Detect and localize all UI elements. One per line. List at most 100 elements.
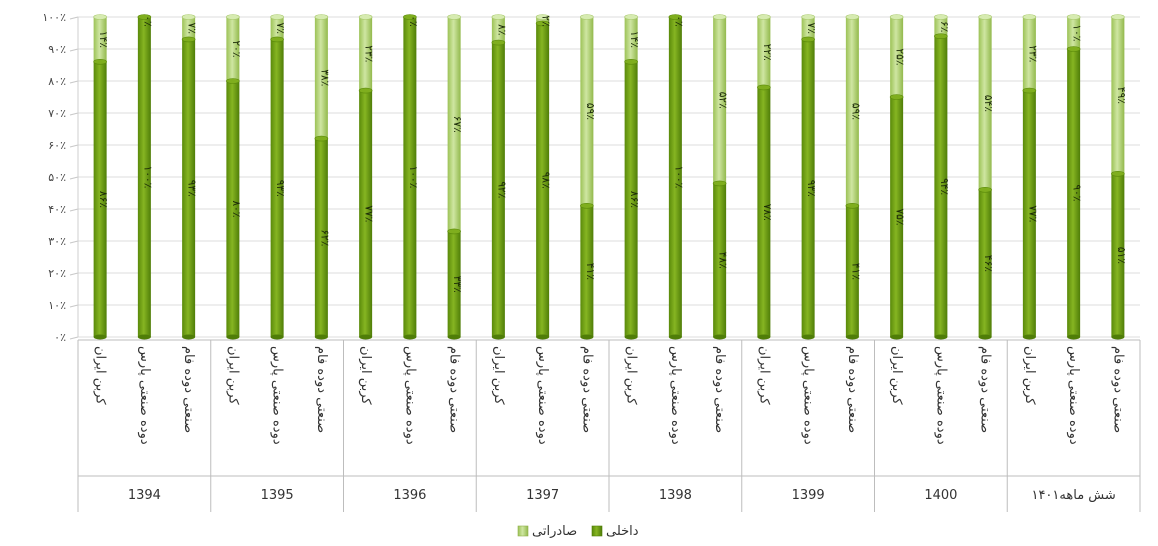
data-label-domestic: ۷۵٪ xyxy=(894,209,906,226)
data-label-export: ۵۹٪ xyxy=(849,103,861,120)
bar-export xyxy=(757,17,771,88)
x-group-label: 1400 xyxy=(924,488,957,503)
bar-export xyxy=(845,17,859,206)
x-category-label: کربن ایران xyxy=(1022,346,1037,405)
data-label-domestic: ۹۳٪ xyxy=(805,180,817,197)
bar-base xyxy=(757,334,771,340)
x-category-label: کربن ایران xyxy=(93,346,108,405)
bar-domestic-cap xyxy=(181,36,196,43)
x-category-label: صنعتی دوده فام xyxy=(712,346,727,433)
bar-base xyxy=(713,334,727,340)
gridline-depth xyxy=(69,208,79,212)
data-label-domestic: ۹۴٪ xyxy=(938,178,950,195)
bar-export xyxy=(890,17,904,97)
bar-export-cap xyxy=(447,14,461,20)
data-label-export: ۵۲٪ xyxy=(717,92,729,109)
bar-domestic-cap xyxy=(978,187,992,193)
data-label-export: ۱۴٪ xyxy=(97,31,109,48)
bar-domestic-cap xyxy=(447,228,461,235)
data-label-export: ۲۳٪ xyxy=(363,45,375,62)
x-category-label: دوده صنعتی پارس xyxy=(668,346,683,445)
x-group-label: 1399 xyxy=(792,488,825,503)
bar-domestic xyxy=(1111,173,1125,337)
bar-base xyxy=(845,334,859,340)
gridline-depth xyxy=(69,16,79,20)
bar-base xyxy=(978,334,992,340)
bar-base xyxy=(624,334,638,340)
bar-domestic-cap xyxy=(358,87,373,94)
data-label-domestic: ۶۲٪ xyxy=(318,229,330,246)
bar-export-cap xyxy=(93,14,107,20)
y-axis: ۰٪ ۱۰٪ ۲۰٪ ۳۰٪ ۴۰٪ ۵۰٪ ۶۰٪ ۷۰٪ ۸۰٪ ۹۰٪ ۱۰۰٪ xyxy=(42,11,79,344)
data-label-domestic: ۹۲٪ xyxy=(495,181,507,198)
x-group-label: شش ماهه۱۴۰۱ xyxy=(1031,488,1115,503)
data-label-export: ۷٪ xyxy=(805,23,817,34)
bar-export-cap xyxy=(889,14,904,20)
x-category-label: کربن ایران xyxy=(491,346,506,405)
x-group-label: 1398 xyxy=(659,488,692,503)
bar-base xyxy=(668,334,682,340)
bar-base xyxy=(137,334,151,340)
bar-domestic xyxy=(359,90,373,337)
x-category-label: دوده صنعتی پارس xyxy=(137,346,152,445)
bar-domestic-cap xyxy=(580,203,594,209)
bar-export xyxy=(1111,17,1125,174)
bar-base xyxy=(359,334,373,340)
bar-export-cap xyxy=(1111,14,1125,20)
data-label-domestic: ۷۷٪ xyxy=(1026,205,1038,222)
data-label-export: ۰٪ xyxy=(407,15,419,26)
bar-export-cap xyxy=(978,14,992,20)
bar-domestic xyxy=(270,39,284,338)
bar-domestic xyxy=(1022,90,1036,337)
legend-swatch-domestic xyxy=(591,525,603,537)
bar-domestic-cap xyxy=(314,135,329,142)
legend: صادراتی داخلی xyxy=(517,524,639,539)
data-label-domestic: ۷۸٪ xyxy=(761,204,773,221)
bar-export-cap xyxy=(491,14,506,20)
data-label-export: ۲۳٪ xyxy=(1026,45,1038,62)
bar-domestic xyxy=(93,61,107,338)
bar-export-cap xyxy=(1066,14,1081,20)
data-label-domestic: ۴۱٪ xyxy=(849,263,861,280)
y-tick-label: ۶۰٪ xyxy=(48,139,66,152)
bar-base xyxy=(1111,334,1125,340)
bar-export xyxy=(1067,17,1081,49)
bar-domestic-cap xyxy=(801,36,815,43)
x-category-label: دوده صنعتی پارس xyxy=(535,346,550,445)
data-label-export: ۵۴٪ xyxy=(982,95,994,112)
gridline-depth xyxy=(69,336,79,340)
bar-export-cap xyxy=(712,14,727,20)
x-category-label: صنعتی دوده فام xyxy=(978,346,993,433)
legend-label-domestic: داخلی xyxy=(606,524,639,539)
data-label-export: ۷٪ xyxy=(274,23,286,34)
bar-export-cap xyxy=(535,14,550,20)
data-label-domestic: ۴۱٪ xyxy=(584,263,596,280)
x-category-label: دوده صنعتی پارس xyxy=(933,346,948,445)
bar-domestic-cap xyxy=(934,33,948,40)
bar-domestic-cap xyxy=(403,14,417,20)
bar-domestic xyxy=(491,42,505,337)
bar-export xyxy=(934,17,948,37)
y-tick-label: ۵۰٪ xyxy=(48,171,66,184)
bar-export-cap xyxy=(801,14,815,20)
x-category-label: صنعتی دوده فام xyxy=(447,346,462,433)
y-tick-label: ۱۰٪ xyxy=(48,299,66,312)
bar-export xyxy=(447,17,461,232)
data-label-export: ۱۰٪ xyxy=(1071,25,1083,42)
bar-base xyxy=(890,334,904,340)
legend-swatch-export xyxy=(517,525,529,537)
y-tick-label: ۷۰٪ xyxy=(48,107,66,120)
data-label-export: ۶۷٪ xyxy=(451,116,463,133)
gridline-depth xyxy=(69,80,79,84)
gridline-depth xyxy=(69,272,79,276)
data-label-domestic: ۱۰۰٪ xyxy=(141,166,153,189)
x-category-label: دوده صنعتی پارس xyxy=(1066,346,1081,445)
bar-domestic-cap xyxy=(712,180,727,187)
bar-export-cap xyxy=(226,14,240,20)
data-label-domestic: ۱۰۰٪ xyxy=(672,166,684,189)
bar-domestic-cap xyxy=(845,203,860,209)
bar-export xyxy=(491,17,505,43)
bar-base xyxy=(491,334,505,340)
bar-export-cap xyxy=(624,14,638,20)
